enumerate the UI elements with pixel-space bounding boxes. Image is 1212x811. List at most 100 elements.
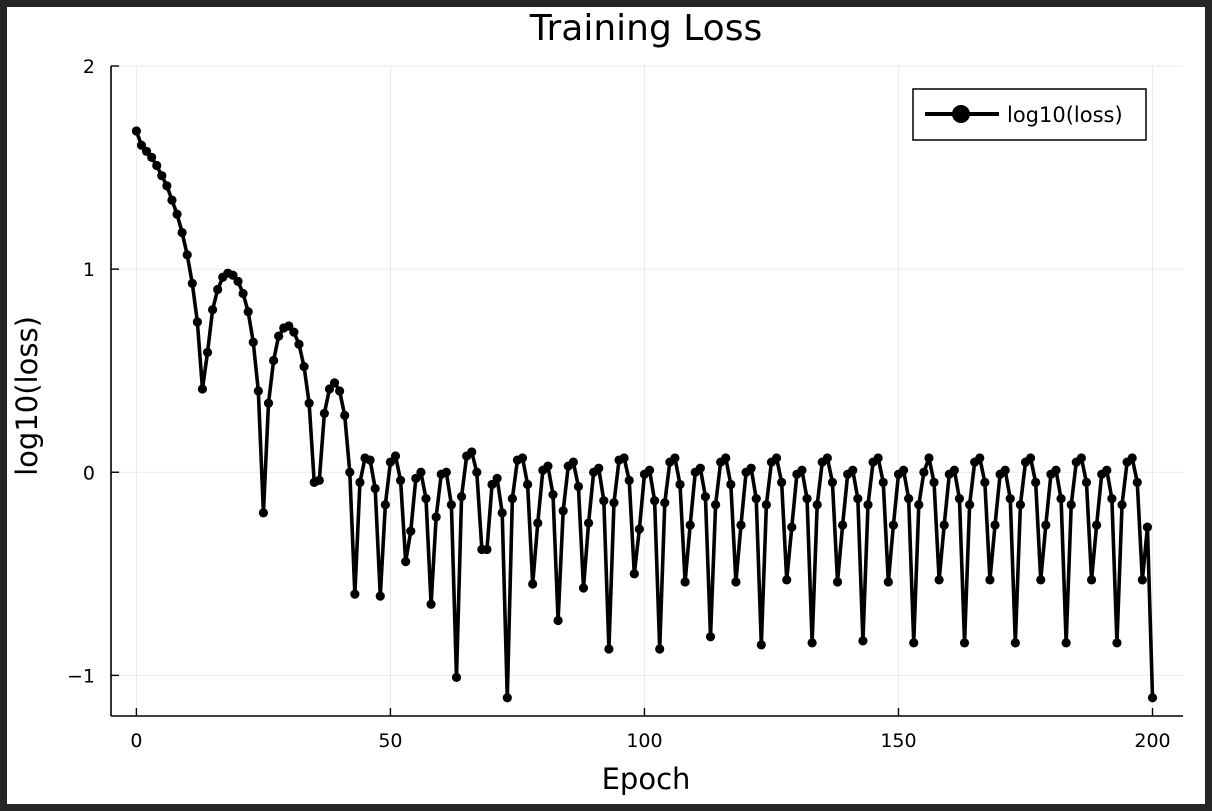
data-point: [604, 644, 614, 654]
x-axis-label: Epoch: [602, 762, 691, 796]
data-point: [695, 463, 705, 473]
legend-label: log10(loss): [1007, 103, 1123, 127]
y-axis-label: log10(loss): [10, 316, 44, 476]
data-point: [1061, 638, 1071, 648]
data-point: [731, 577, 741, 587]
x-tick-label: 200: [1134, 730, 1170, 752]
data-point: [472, 467, 482, 477]
legend-marker: [952, 105, 970, 123]
data-point: [329, 378, 340, 388]
data-point: [1147, 693, 1158, 703]
data-point: [213, 284, 223, 295]
data-point: [314, 475, 324, 485]
data-point: [812, 500, 822, 510]
data-point: [528, 579, 538, 589]
data-point: [502, 693, 512, 703]
data-point: [660, 498, 670, 508]
data-point: [253, 386, 263, 396]
data-point: [573, 481, 584, 492]
data-point: [268, 355, 279, 366]
data-point: [324, 384, 335, 394]
data-point: [853, 494, 863, 504]
x-tick-label: 100: [626, 730, 662, 752]
data-point: [441, 467, 451, 477]
data-point: [761, 500, 771, 510]
data-point: [492, 473, 502, 483]
data-point: [609, 498, 619, 508]
data-point: [1010, 638, 1020, 648]
data-point: [934, 575, 944, 585]
data-point: [335, 386, 345, 396]
data-point: [192, 317, 202, 327]
data-point: [619, 453, 629, 463]
data-point: [1076, 453, 1086, 463]
data-point: [172, 209, 182, 219]
data-point: [624, 475, 634, 485]
data-point: [421, 494, 431, 504]
data-point: [1005, 494, 1015, 504]
data-point: [497, 508, 507, 518]
data-point: [965, 500, 975, 510]
data-point: [385, 457, 396, 467]
x-tick-label: 0: [130, 730, 142, 752]
data-point: [751, 494, 761, 504]
data-point: [340, 410, 350, 420]
data-point: [350, 589, 360, 599]
data-point: [1117, 500, 1127, 510]
data-point: [858, 636, 868, 646]
data-point: [304, 398, 314, 408]
grid: [111, 65, 1183, 716]
data-point: [1102, 465, 1112, 475]
data-point: [1137, 575, 1147, 585]
x-tick-label: 50: [378, 730, 402, 752]
data-point: [771, 453, 782, 463]
data-point: [243, 307, 253, 317]
data-point: [431, 512, 441, 522]
data-point: [197, 384, 208, 394]
data-point: [888, 520, 899, 530]
data-point: [177, 227, 187, 238]
data-point: [777, 477, 787, 488]
data-point: [558, 506, 568, 516]
data-point: [568, 457, 578, 467]
data-point: [599, 496, 609, 506]
data-point: [578, 583, 589, 593]
data-point: [482, 544, 492, 555]
data-point: [1127, 453, 1137, 463]
data-point: [365, 455, 375, 465]
data-point: [553, 615, 563, 626]
data-point: [746, 463, 756, 473]
data-point: [233, 276, 243, 286]
data-point: [1031, 477, 1041, 488]
data-point: [797, 465, 807, 475]
data-point: [401, 557, 411, 567]
data-point: [700, 492, 711, 502]
data-point: [685, 520, 695, 530]
data-point: [157, 171, 167, 181]
data-point: [1107, 494, 1117, 504]
data-point: [162, 181, 172, 191]
data-point: [1086, 575, 1097, 585]
data-point: [883, 577, 893, 587]
legend: log10(loss): [912, 88, 1147, 141]
data-point: [390, 451, 401, 461]
data-point: [822, 453, 832, 463]
data-point: [924, 453, 934, 463]
data-point: [406, 526, 416, 536]
data-point: [721, 453, 731, 463]
data-point: [1112, 638, 1122, 648]
data-point: [873, 453, 883, 463]
data-point: [929, 477, 939, 488]
data-point: [959, 638, 970, 648]
data-point: [1132, 477, 1142, 488]
data-point: [629, 569, 639, 579]
data-point: [655, 644, 665, 654]
data-point: [594, 463, 604, 473]
y-tick-label: 0: [83, 462, 95, 484]
data-point: [375, 591, 385, 601]
data-point: [1015, 500, 1026, 510]
data-point: [446, 500, 456, 510]
data-point: [634, 524, 644, 534]
data-point: [827, 477, 838, 488]
